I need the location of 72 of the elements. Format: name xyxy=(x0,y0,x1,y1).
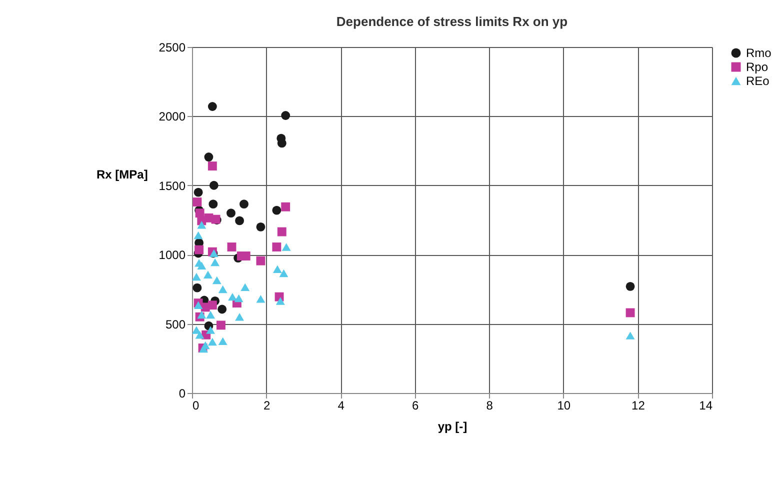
point xyxy=(218,285,228,294)
point xyxy=(226,208,236,218)
point xyxy=(194,231,203,240)
point xyxy=(626,282,635,291)
point xyxy=(256,295,266,303)
point xyxy=(200,341,210,350)
point xyxy=(208,102,217,111)
x-tick-label: 12 xyxy=(632,398,646,412)
x-tick-label: 14 xyxy=(699,398,713,412)
point xyxy=(197,310,206,319)
x-tick-label: 10 xyxy=(557,398,571,412)
point xyxy=(194,301,203,309)
legend-label: REo xyxy=(746,74,770,88)
y-tick-label: 2000 xyxy=(158,110,186,124)
x-tick-label: 2 xyxy=(263,398,270,412)
point xyxy=(626,332,635,340)
y-axis-title: Rx [MPa] xyxy=(96,168,148,182)
y-tick-label: 2500 xyxy=(158,40,186,54)
point xyxy=(272,265,282,274)
point xyxy=(228,292,237,301)
point xyxy=(216,320,226,330)
point xyxy=(279,269,288,278)
point xyxy=(204,270,212,279)
x-axis-title: yp [-] xyxy=(438,420,468,434)
point xyxy=(240,283,250,291)
point xyxy=(256,256,266,266)
point xyxy=(218,337,228,345)
point xyxy=(241,252,250,260)
y-tick-label: 1500 xyxy=(158,178,186,193)
point xyxy=(208,300,217,310)
point xyxy=(212,276,222,284)
point xyxy=(277,227,286,236)
point xyxy=(227,242,236,252)
point xyxy=(282,243,291,251)
legend-label: Rpo xyxy=(746,60,768,74)
point xyxy=(194,245,204,254)
point xyxy=(208,200,218,209)
y-tick-label: 500 xyxy=(165,317,186,332)
point xyxy=(218,304,227,314)
point xyxy=(281,111,290,120)
point xyxy=(235,313,244,321)
x-tick-label: 6 xyxy=(412,398,420,412)
point xyxy=(197,262,206,270)
y-tick-label: 0 xyxy=(178,386,186,400)
point xyxy=(281,202,290,212)
point xyxy=(208,338,217,346)
point xyxy=(272,206,282,215)
point xyxy=(192,272,201,281)
point xyxy=(208,162,217,170)
point xyxy=(192,283,202,292)
point xyxy=(209,180,218,190)
x-tick-label: 4 xyxy=(338,398,345,412)
legend-label: Rmo xyxy=(746,46,772,60)
x-tick-label: 0 xyxy=(192,398,200,412)
chart-title: Dependence of stress limits Rx on yp xyxy=(336,14,568,29)
point xyxy=(206,326,216,334)
point xyxy=(192,198,202,206)
x-tick-label: 8 xyxy=(486,398,494,412)
point xyxy=(206,310,216,319)
point xyxy=(256,222,266,232)
point xyxy=(272,242,282,252)
point xyxy=(240,200,248,209)
point xyxy=(194,188,203,197)
point xyxy=(204,152,214,162)
point xyxy=(235,216,244,226)
y-tick-label: 1000 xyxy=(158,248,186,262)
point xyxy=(276,297,285,305)
point xyxy=(210,258,220,266)
point xyxy=(626,308,635,318)
point xyxy=(197,220,206,229)
point xyxy=(234,294,244,302)
point xyxy=(195,331,204,339)
